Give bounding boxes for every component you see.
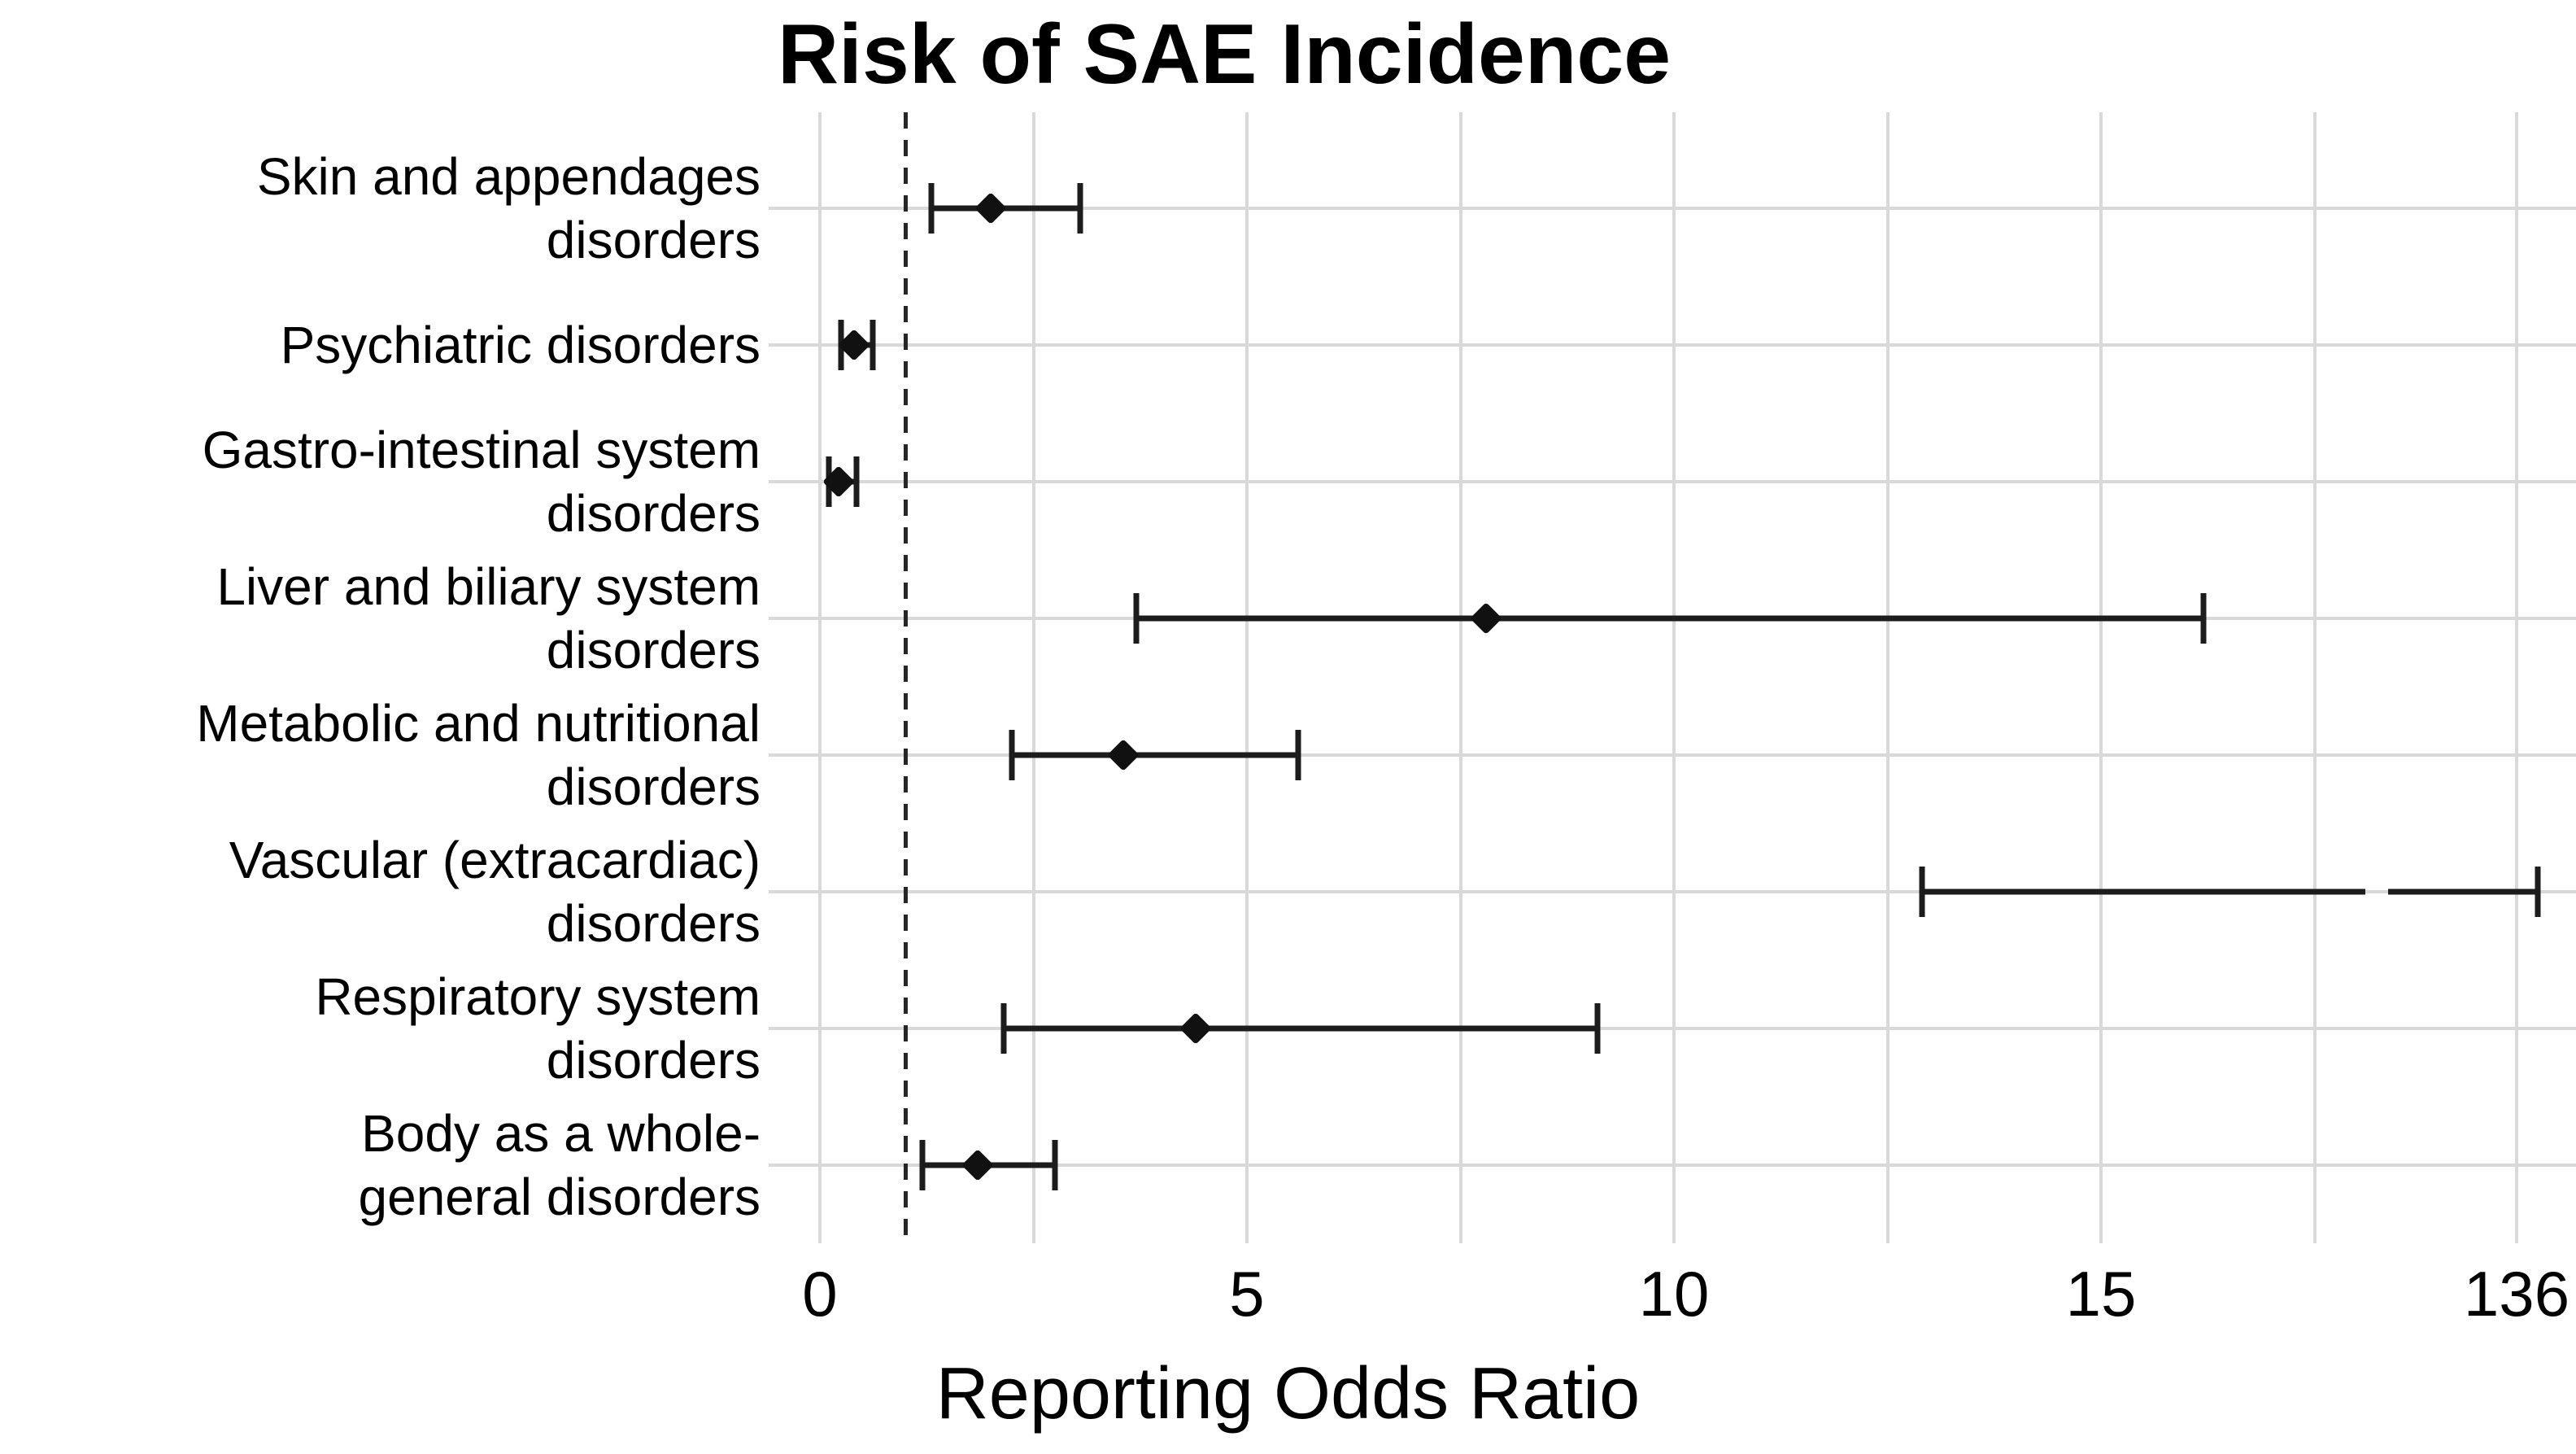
- row-gridline: [769, 1027, 2576, 1030]
- ci-cap-high: [2200, 593, 2207, 644]
- reference-line-or1: [904, 112, 908, 1235]
- ci-line: [1003, 1025, 1597, 1032]
- ci-cap-high: [1077, 183, 1083, 234]
- ci-cap-low: [1009, 730, 1015, 780]
- category-label: Body as a whole-general disorders: [358, 1104, 761, 1226]
- ci-line: [1135, 615, 2203, 622]
- ci-cap-low: [1000, 1003, 1007, 1054]
- ci-line-right-segment: [2388, 889, 2538, 895]
- x-gridline: [1031, 112, 1035, 1243]
- row-gridline: [769, 1164, 2576, 1167]
- or-point-marker: [1470, 602, 1502, 635]
- x-gridline: [1245, 112, 1249, 1243]
- category-label: Liver and biliary system disorders: [216, 557, 761, 679]
- x-gridline-136: [2515, 112, 2518, 1243]
- category-label: Psychiatric disorders: [280, 316, 761, 374]
- category-label: Vascular (extracardiac) disorders: [229, 831, 761, 953]
- or-point-marker: [974, 192, 1007, 225]
- x-tick-label: 15: [2065, 1258, 2137, 1330]
- ci-cap-high: [1295, 730, 1301, 780]
- or-point-marker: [1106, 739, 1140, 771]
- x-tick-label: 136: [2463, 1258, 2570, 1330]
- x-gridline: [1885, 112, 1890, 1243]
- or-point-marker: [1179, 1012, 1212, 1045]
- row-gridline: [769, 753, 2576, 757]
- ci-cap-low: [1133, 593, 1139, 644]
- x-gridline: [818, 112, 822, 1243]
- category-label: Respiratory system disorders: [315, 967, 761, 1089]
- x-tick-label: 5: [1229, 1258, 1265, 1330]
- x-gridline: [2099, 112, 2103, 1243]
- chart-title: Risk of SAE Incidence: [777, 7, 1672, 102]
- ci-cap-high: [1052, 1140, 1058, 1190]
- x-gridline: [1458, 112, 1462, 1243]
- ci-cap-low: [928, 183, 934, 234]
- x-gridline: [1672, 112, 1676, 1243]
- row-gridline: [769, 480, 2576, 483]
- x-gridline: [2312, 112, 2317, 1243]
- row-gridline: [769, 207, 2576, 210]
- ci-line-left-segment: [1921, 889, 2365, 895]
- row-gridline: [769, 890, 2576, 893]
- or-point-marker: [961, 1149, 995, 1181]
- x-tick-label: 0: [802, 1258, 838, 1330]
- ci-line: [1012, 752, 1298, 758]
- row-gridline: [769, 343, 2576, 347]
- x-axis-title: Reporting Odds Ratio: [935, 1353, 1641, 1434]
- ci-cap-high: [2535, 867, 2541, 917]
- category-label: Metabolic and nutritional disorders: [196, 694, 761, 816]
- x-tick-label: 10: [1638, 1258, 1710, 1330]
- ci-cap-high: [1594, 1003, 1600, 1054]
- ci-cap-low: [1919, 867, 1924, 917]
- ci-cap-low: [919, 1140, 926, 1190]
- ci-cap-high: [853, 456, 860, 507]
- category-label: Skin and appendages disorders: [256, 147, 761, 269]
- category-label: Gastro-intestinal system disorders: [202, 421, 761, 543]
- ci-cap-high: [870, 320, 876, 370]
